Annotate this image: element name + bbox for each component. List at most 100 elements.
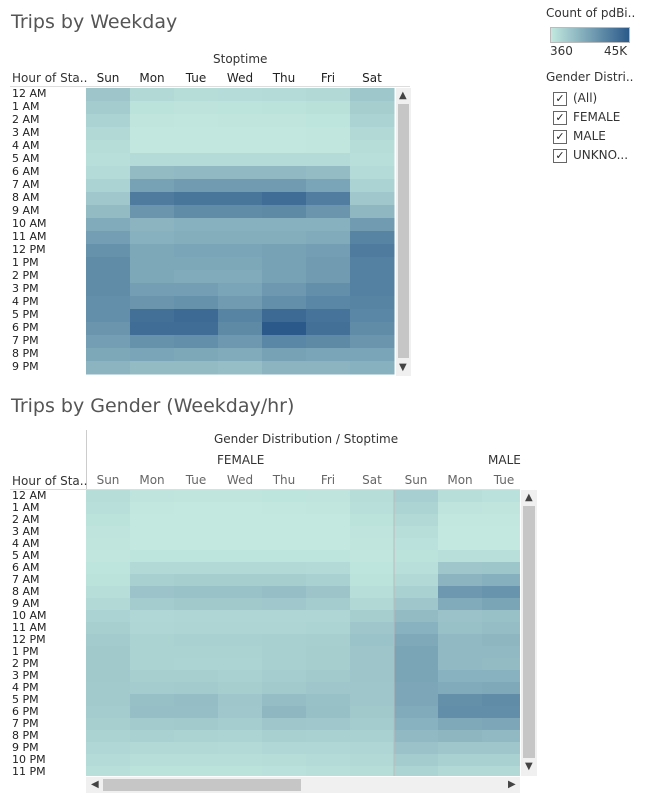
row-label: 4 AM <box>12 139 40 152</box>
heatmap-cell <box>86 296 131 310</box>
heatmap-cell <box>86 526 131 539</box>
heatmap-cell <box>482 622 520 635</box>
heatmap-cell <box>218 309 263 323</box>
heatmap-cell <box>306 153 351 167</box>
heatmap-cell <box>130 490 175 503</box>
heatmap-cell <box>350 502 395 515</box>
heatmap-cell <box>174 179 219 193</box>
row-label: 11 PM <box>12 765 46 778</box>
heatmap-cell <box>306 706 351 719</box>
column-label: Sat <box>362 71 382 85</box>
chart2-scroll-up-icon[interactable]: ▲ <box>525 492 533 503</box>
heatmap-cell <box>86 179 131 193</box>
heatmap-cell <box>394 586 439 599</box>
heatmap-cell <box>394 622 439 635</box>
chart1-scroll-thumb[interactable] <box>398 104 409 358</box>
column-label: Thu <box>272 473 296 487</box>
heatmap-cell <box>262 718 307 731</box>
chart2-scroll-down-icon[interactable]: ▼ <box>525 761 533 772</box>
chart2-scroll-left-icon[interactable]: ◀ <box>91 779 99 790</box>
heatmap-cell <box>130 270 175 284</box>
heatmap-cell <box>262 309 307 323</box>
heatmap-cell <box>86 361 131 375</box>
chart2-left-divider <box>86 430 87 490</box>
heatmap-cell <box>482 742 520 755</box>
heatmap-cell <box>350 766 395 776</box>
chart2-horizontal-scrollbar[interactable] <box>86 777 520 793</box>
chart1-title: Trips by Weekday <box>11 11 178 33</box>
heatmap-cell <box>174 586 219 599</box>
heatmap-cell <box>306 598 351 611</box>
chart2-scroll-right-icon[interactable]: ▶ <box>508 779 516 790</box>
heatmap-cell <box>218 283 263 297</box>
chart2-vertical-scrollbar[interactable] <box>521 490 537 776</box>
heatmap-cell <box>262 283 307 297</box>
chart2-hscroll-thumb[interactable] <box>103 779 301 791</box>
heatmap-cell <box>394 526 439 539</box>
heatmap-cell <box>306 514 351 527</box>
row-label: 9 AM <box>12 204 40 217</box>
heatmap-cell <box>306 166 351 180</box>
heatmap-cell <box>174 244 219 258</box>
heatmap-cell <box>218 322 263 336</box>
heatmap-cell <box>350 348 395 362</box>
heatmap-cell <box>306 670 351 683</box>
row-label: 8 AM <box>12 585 40 598</box>
heatmap-cell <box>306 335 351 349</box>
heatmap-cell <box>438 610 483 623</box>
heatmap-cell <box>86 153 131 167</box>
row-label: 1 AM <box>12 501 40 514</box>
heatmap-cell <box>174 166 219 180</box>
heatmap-cell <box>218 218 263 232</box>
heatmap-cell <box>482 514 520 527</box>
heatmap-cell <box>438 658 483 671</box>
heatmap-cell <box>482 754 520 767</box>
heatmap-cell <box>130 244 175 258</box>
heatmap-cell <box>218 694 263 707</box>
heatmap-cell <box>262 153 307 167</box>
column-label: Wed <box>226 473 254 487</box>
heatmap-cell <box>174 610 219 623</box>
heatmap-cell <box>218 550 263 563</box>
heatmap-cell <box>218 296 263 310</box>
filter-checkbox-2[interactable]: ✓ <box>553 130 567 144</box>
chart1-scroll-down-icon[interactable]: ▼ <box>399 362 407 373</box>
chart2-scroll-thumb[interactable] <box>523 506 535 758</box>
heatmap-cell <box>306 257 351 271</box>
heatmap-cell <box>86 694 131 707</box>
heatmap-cell <box>174 562 219 575</box>
heatmap-cell <box>306 742 351 755</box>
heatmap-cell <box>130 742 175 755</box>
row-label: 7 PM <box>12 717 39 730</box>
heatmap-cell <box>130 730 175 743</box>
heatmap-cell <box>306 348 351 362</box>
chart1-scroll-up-icon[interactable]: ▲ <box>399 90 407 101</box>
heatmap-cell <box>218 101 263 115</box>
row-label: 6 AM <box>12 561 40 574</box>
heatmap-cell <box>174 257 219 271</box>
chart2-row-header: Hour of Sta.. <box>12 474 88 488</box>
heatmap-cell <box>86 114 131 128</box>
heatmap-cell <box>86 192 131 206</box>
heatmap-cell <box>262 634 307 647</box>
filter-title: Gender Distri.. <box>546 70 634 84</box>
row-label: 4 PM <box>12 681 39 694</box>
heatmap-cell <box>438 502 483 515</box>
heatmap-cell <box>262 562 307 575</box>
heatmap-cell <box>262 490 307 503</box>
heatmap-cell <box>218 179 263 193</box>
chart1-column-header: Stoptime <box>213 52 268 66</box>
heatmap-cell <box>306 270 351 284</box>
heatmap-cell <box>262 101 307 115</box>
heatmap-cell <box>438 694 483 707</box>
chart1-vertical-scrollbar[interactable] <box>396 88 411 376</box>
row-label: 2 PM <box>12 657 39 670</box>
filter-checkbox-0[interactable]: ✓ <box>553 92 567 106</box>
heatmap-cell <box>482 646 520 659</box>
filter-checkbox-1[interactable]: ✓ <box>553 111 567 125</box>
filter-checkbox-3[interactable]: ✓ <box>553 149 567 163</box>
heatmap-cell <box>394 766 439 776</box>
heatmap-cell <box>394 670 439 683</box>
heatmap-cell <box>350 270 395 284</box>
row-label: 8 AM <box>12 191 40 204</box>
